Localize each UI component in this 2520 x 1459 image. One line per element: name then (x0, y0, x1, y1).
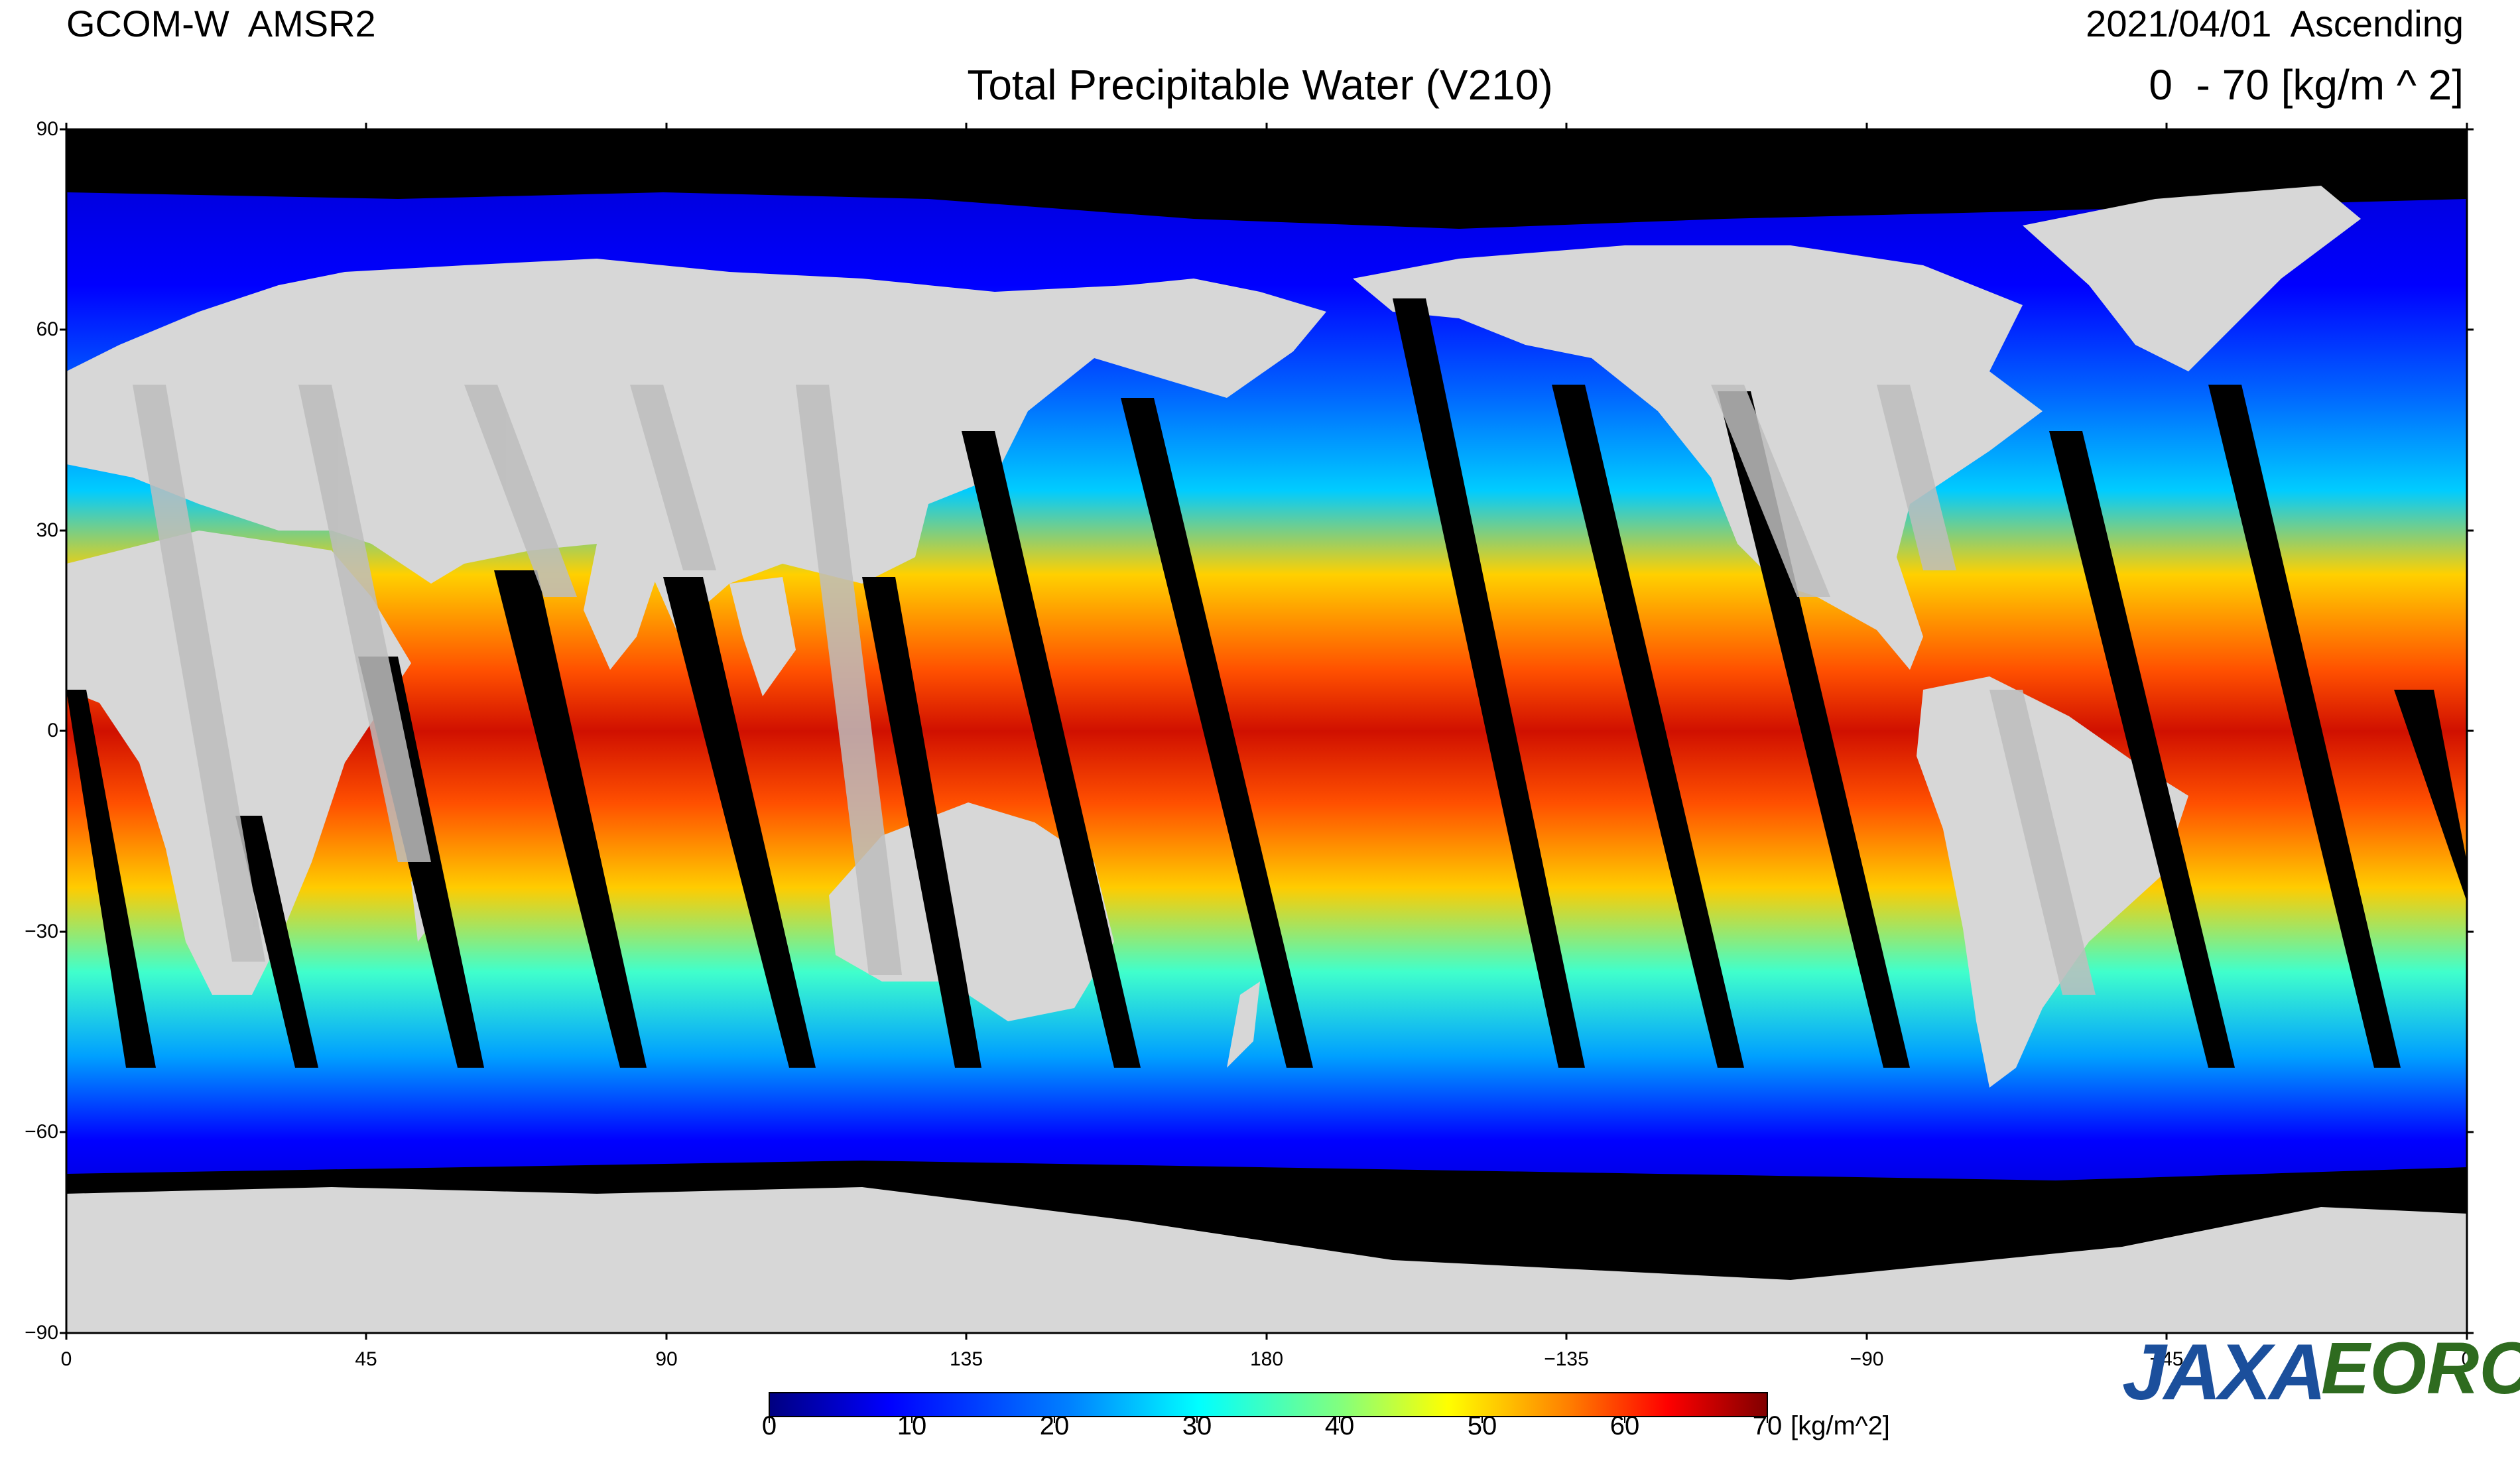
colorbar-tick-label: 70 (1752, 1411, 1783, 1440)
map-title: Total Precipitable Water (V210) (967, 61, 1553, 109)
lon-label: −45 (2149, 1348, 2184, 1370)
date-pass-label: 2021/04/01 Ascending (2086, 3, 2464, 44)
lat-label: 0 (47, 720, 58, 741)
swath-gap (494, 570, 647, 1068)
jaxa-logo-text: JAXA (2122, 1328, 2326, 1417)
eorc-logo-text: EORC (2321, 1328, 2520, 1409)
swath-gap (235, 816, 318, 1068)
lat-label: 30 (36, 519, 58, 541)
lat-label: 60 (36, 318, 58, 340)
land-swath-gaps (133, 385, 2096, 995)
swath-gaps (66, 298, 2467, 1068)
swath-gap (962, 431, 1141, 1068)
africa-land (66, 531, 411, 995)
lon-label: 90 (655, 1348, 678, 1370)
lat-label: −30 (25, 920, 58, 942)
colorbar-tick-label: 10 (897, 1411, 927, 1440)
swath-gap (2394, 690, 2467, 902)
colorbar-tick-label: 20 (1039, 1411, 1070, 1440)
axis-ticks (60, 123, 2474, 1340)
swath-gap (1718, 391, 1910, 1068)
lon-label: −90 (1850, 1348, 1884, 1370)
north-pole-band (66, 129, 2467, 156)
satellite-label: GCOM-W AMSR2 (66, 3, 376, 44)
value-range-label: 0 - 70 [kg/m ^ 2] (2149, 61, 2464, 109)
lat-label: −90 (25, 1322, 58, 1344)
swath-gap (663, 577, 816, 1068)
new-zealand-land (1227, 982, 1260, 1068)
swath-gap (1552, 385, 1744, 1068)
colorbar-tick-label: 0 (761, 1411, 777, 1440)
lat-label: 90 (36, 118, 58, 140)
lon-label: 0 (2461, 1348, 2473, 1370)
colorbar (769, 1392, 1768, 1417)
swath-gap (2049, 431, 2235, 1068)
lon-label: 45 (355, 1348, 377, 1370)
jaxa-eorc-logo: JAXA EORC (2122, 1313, 2520, 1432)
indochina-land (729, 577, 796, 696)
eurasia-land (66, 259, 1326, 630)
antarctica-land (66, 1187, 2467, 1333)
colorbar-tick-label: 40 (1324, 1411, 1355, 1440)
lon-label: 135 (949, 1348, 983, 1370)
colorbar-ticks (769, 1417, 1768, 1423)
lat-label: −60 (25, 1121, 58, 1143)
arctic-sea-ice (66, 156, 2467, 229)
north-america-land (1353, 245, 2043, 670)
colorbar-tick-label: 50 (1467, 1411, 1497, 1440)
india-land (584, 544, 663, 670)
lon-label: 180 (1249, 1348, 1284, 1370)
lon-label: 0 (60, 1348, 72, 1370)
colorbar-tick-label: 60 (1609, 1411, 1640, 1440)
swath-gap (862, 577, 981, 1068)
colorbar-unit: [kg/m^2] (1791, 1411, 1890, 1440)
swath-gap (2208, 385, 2401, 1068)
swath-gap (66, 690, 156, 1068)
lon-label: −135 (1544, 1348, 1589, 1370)
swath-gap (1393, 298, 1585, 1068)
swath-gap (1121, 398, 1313, 1068)
greenland-land (2023, 186, 2361, 371)
map-area (66, 129, 2467, 1333)
colorbar-tick-label: 30 (1182, 1411, 1212, 1440)
